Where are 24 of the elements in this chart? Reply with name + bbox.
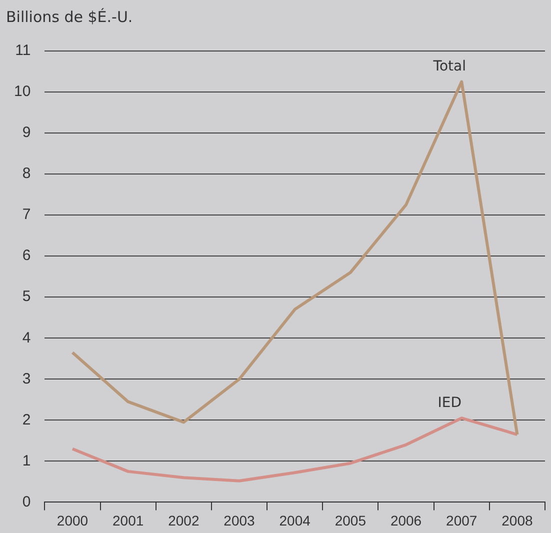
y-tick-label: 2: [22, 411, 31, 428]
y-tick-label: 11: [15, 42, 31, 60]
series-label: Total: [432, 58, 466, 74]
y-tick-label: 6: [22, 247, 31, 264]
x-tick-label: 2002: [168, 512, 200, 528]
x-tick-label: 2006: [390, 512, 422, 528]
y-axis-title: Billions de $É.-U.: [6, 8, 133, 26]
y-tick-label: 10: [14, 83, 31, 100]
y-tick-label: 3: [22, 370, 31, 388]
y-tick-label: 9: [22, 124, 31, 142]
x-tick-label: 2003: [224, 512, 256, 528]
x-tick-label: 2008: [502, 512, 533, 528]
x-tick-label: 2001: [112, 512, 144, 528]
y-tick-label: 5: [22, 288, 31, 306]
y-tick-label: 8: [22, 165, 31, 182]
y-tick-label: 4: [22, 329, 31, 346]
x-tick-label: 2004: [279, 512, 311, 528]
series-label: IED: [438, 394, 462, 411]
y-tick-label: 7: [22, 206, 31, 224]
y-tick-label: 0: [22, 493, 31, 510]
x-tick-label: 2000: [56, 512, 88, 528]
x-tick-label: 2007: [446, 512, 478, 528]
y-tick-label: 1: [22, 452, 31, 470]
x-tick-label: 2005: [334, 512, 366, 528]
